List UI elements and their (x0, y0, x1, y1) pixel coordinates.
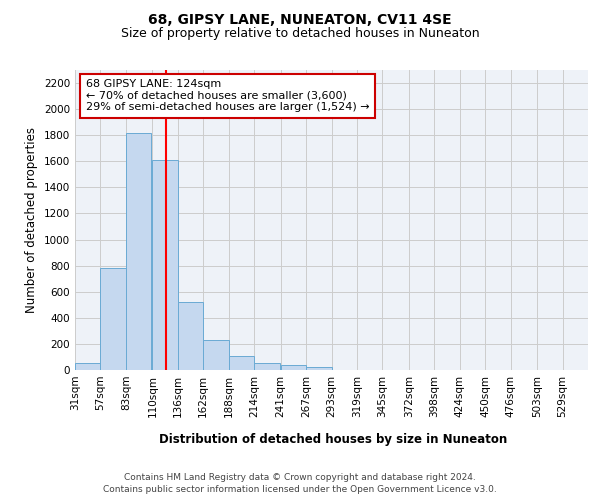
Bar (126, 132, 151, 370)
Bar (254, 363, 280, 370)
Bar (152, 160, 178, 370)
Text: Size of property relative to detached houses in Nuneaton: Size of property relative to detached ho… (121, 28, 479, 40)
Bar (178, 302, 203, 370)
Bar (75, 364, 100, 370)
Text: Contains public sector information licensed under the Open Government Licence v3: Contains public sector information licen… (103, 485, 497, 494)
Text: Contains HM Land Registry data © Crown copyright and database right 2024.: Contains HM Land Registry data © Crown c… (124, 472, 476, 482)
Text: 68 GIPSY LANE: 124sqm
← 70% of detached houses are smaller (3,600)
29% of semi-d: 68 GIPSY LANE: 124sqm ← 70% of detached … (86, 79, 370, 112)
Bar (203, 340, 229, 370)
Y-axis label: Number of detached properties: Number of detached properties (25, 127, 38, 313)
Bar (229, 356, 254, 370)
Text: 68, GIPSY LANE, NUNEATON, CV11 4SE: 68, GIPSY LANE, NUNEATON, CV11 4SE (148, 12, 452, 26)
Bar (306, 368, 331, 370)
Bar (281, 366, 306, 370)
Bar (100, 268, 126, 370)
Text: Distribution of detached houses by size in Nuneaton: Distribution of detached houses by size … (159, 432, 507, 446)
